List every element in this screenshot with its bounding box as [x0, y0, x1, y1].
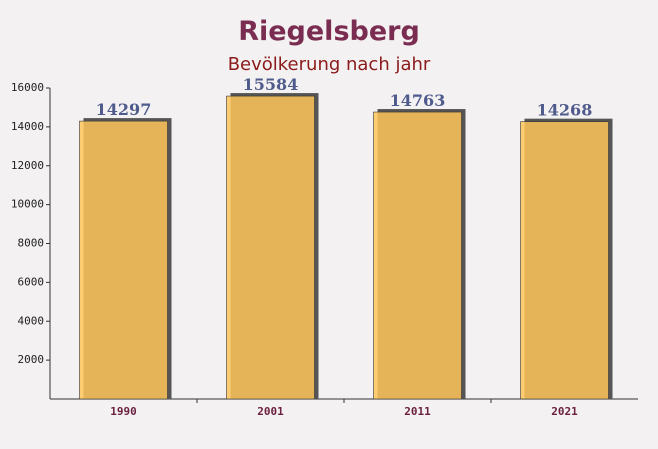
value-label: 14297	[96, 100, 152, 119]
y-tick-label: 2000	[18, 353, 45, 366]
value-label: 14763	[390, 91, 446, 110]
x-tick-label: 1990	[110, 405, 137, 418]
bar	[520, 121, 609, 400]
x-tick-label: 2001	[257, 405, 284, 418]
chart-title: Riegelsberg	[238, 16, 420, 47]
y-tick-label: 4000	[18, 314, 45, 327]
y-tick-label: 6000	[18, 275, 45, 288]
x-tick-label: 2021	[551, 405, 578, 418]
y-tick-label: 16000	[11, 81, 44, 94]
y-tick-label: 10000	[11, 198, 44, 211]
bar	[373, 111, 462, 400]
bar	[226, 95, 315, 400]
value-label: 14268	[537, 101, 593, 120]
x-tick-label: 2011	[404, 405, 431, 418]
value-label: 15584	[243, 75, 299, 94]
y-tick-label: 14000	[11, 120, 44, 133]
y-tick-label: 8000	[18, 237, 45, 250]
chart-subtitle: Bevölkerung nach jahr	[228, 54, 431, 75]
bar	[79, 120, 168, 400]
y-tick-label: 12000	[11, 159, 44, 172]
